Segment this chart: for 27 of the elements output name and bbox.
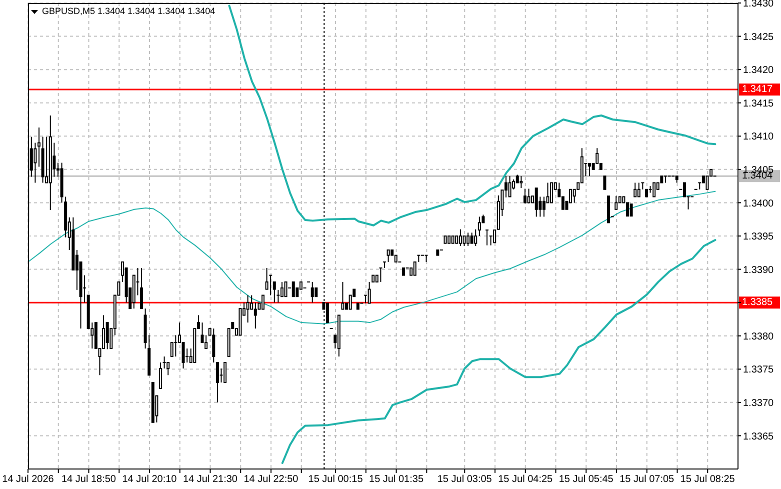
ref-line-label: 1.3385 [742,297,774,308]
y-tick-label: 1.3375 [743,364,774,376]
y-tick-label: 1.3425 [743,32,774,43]
y-tick-label: 1.3400 [743,198,774,210]
y-tick-label: 1.3365 [743,431,774,442]
x-tick-label: 15 Jul 01:35 [369,474,424,486]
x-tick-label: 15 Jul 08:25 [680,474,736,486]
x-tick-label: 15 Jul 04:25 [498,474,554,486]
y-tick-label: 1.3370 [743,398,774,409]
y-tick-label: 1.3390 [743,264,774,276]
y-tick-label: 1.3420 [743,65,774,76]
x-tick-label: 15 Jul 03:05 [437,474,492,486]
x-tick-label: 15 Jul 07:05 [620,474,675,486]
x-tick-label: 14 Jul 21:30 [182,474,238,486]
chart-title: GBPUSD,M5 1.3404 1.3404 1.3404 1.3404 [42,6,216,17]
y-tick-label: 1.3415 [743,98,774,110]
x-tick-label: 14 Jul 18:50 [62,474,116,486]
x-tick-label: 15 Jul 05:45 [558,474,614,486]
y-tick-label: 1.3410 [743,132,774,143]
y-tick-label: 1.3395 [743,232,774,243]
x-tick-label: 14 Jul 20:10 [122,474,178,486]
x-tick-label: 15 Jul 00:15 [308,474,364,486]
x-tick-label: 14 Jul 22:50 [244,474,299,486]
ref-line-label: 1.3417 [742,84,774,96]
x-tick-label: 14 Jul 2026 [2,474,54,486]
y-tick-label: 1.3380 [743,331,774,342]
y-tick-label: 1.3430 [743,0,774,10]
